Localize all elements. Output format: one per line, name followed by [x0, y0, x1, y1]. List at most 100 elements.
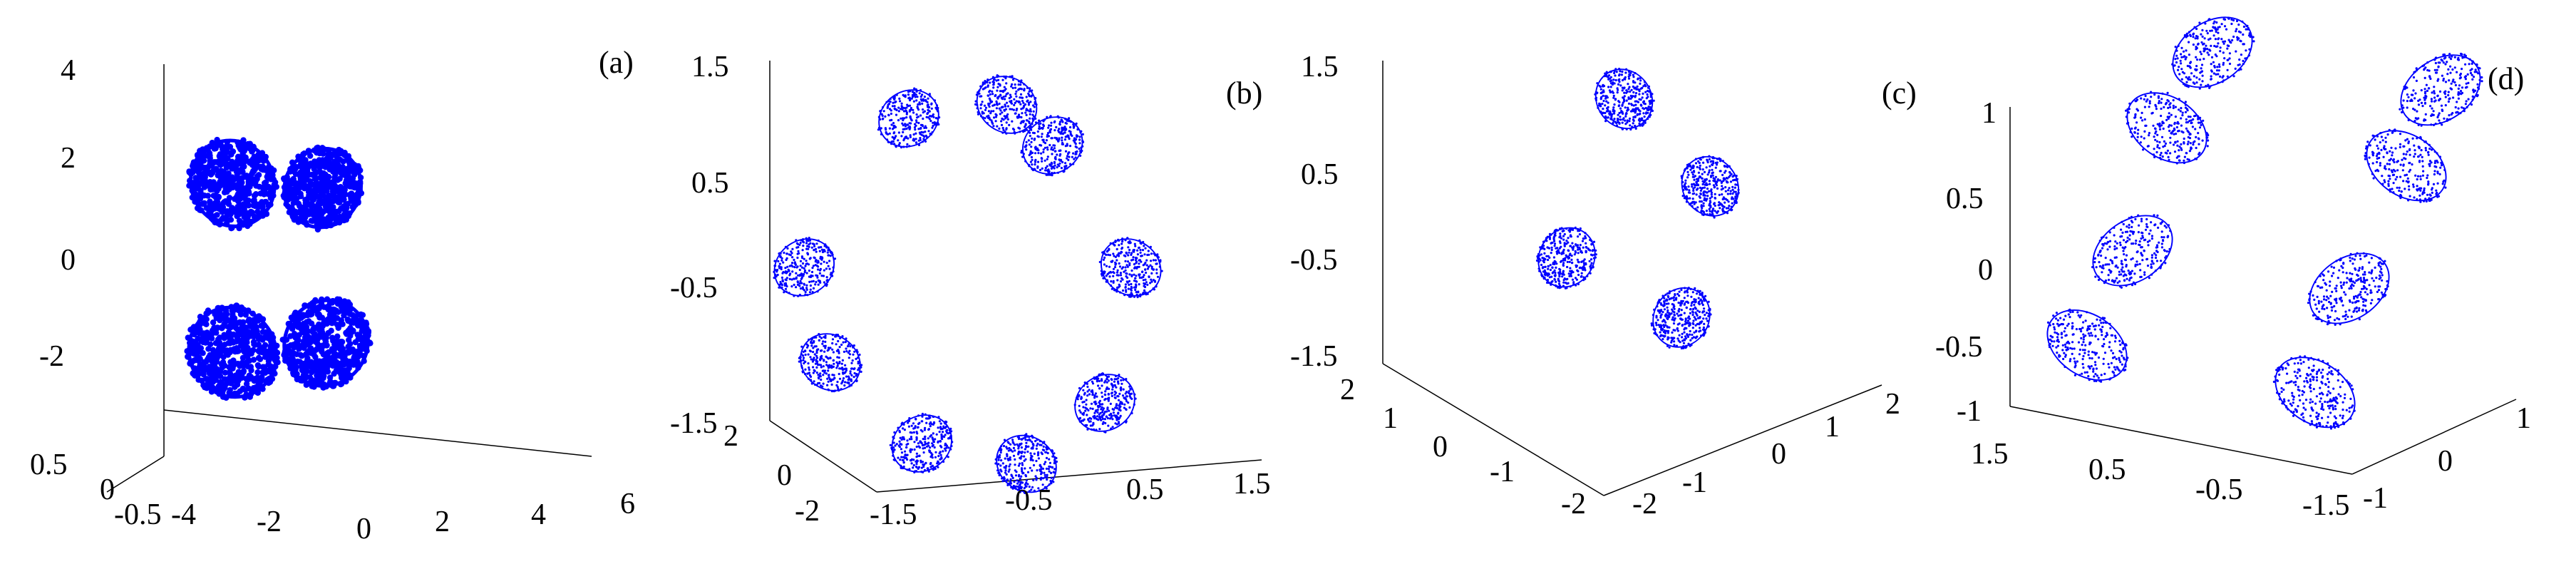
scatter-point — [939, 427, 942, 431]
scatter-point — [1068, 145, 1072, 148]
scatter-point — [895, 108, 898, 111]
scatter-point — [1096, 411, 1099, 414]
scatter-point — [808, 280, 811, 283]
scatter-point — [251, 198, 257, 205]
scatter-point — [828, 374, 830, 376]
scatter-point — [1006, 116, 1009, 118]
scatter-point — [1036, 160, 1040, 163]
scatter-point — [902, 456, 905, 458]
scatter-point — [1116, 286, 1119, 289]
scatter-point — [1017, 83, 1020, 86]
scatter-point — [1005, 446, 1008, 448]
scatter-point — [902, 106, 905, 109]
scatter-point — [1017, 88, 1020, 91]
scatter-point — [1094, 400, 1097, 403]
scatter-point — [329, 188, 336, 195]
scatter-point — [205, 376, 212, 383]
scatter-point — [827, 254, 830, 257]
scatter-point — [1011, 128, 1015, 130]
scatter-point — [1039, 128, 1041, 130]
scatter-point — [1125, 289, 1128, 292]
scatter-point — [785, 277, 788, 280]
scatter-point — [1074, 153, 1077, 155]
scatter-point — [1096, 380, 1098, 383]
scatter-point — [1008, 97, 1011, 100]
scatter-point — [994, 95, 996, 98]
scatter-point — [298, 175, 304, 181]
scatter-point — [1138, 246, 1140, 249]
scatter-point — [829, 255, 832, 257]
scatter-point — [313, 358, 319, 364]
scatter-point — [924, 435, 927, 439]
scatter-point — [784, 267, 787, 270]
scatter-point — [200, 164, 207, 170]
scatter-point — [807, 247, 810, 250]
scatter-point — [915, 113, 918, 116]
scatter-point — [801, 249, 804, 252]
scatter-point — [200, 172, 207, 179]
scatter-point — [1084, 409, 1087, 412]
scatter-point — [247, 364, 254, 370]
scatter-point — [987, 103, 990, 106]
scatter-point — [1043, 463, 1046, 466]
scatter-point — [1071, 155, 1073, 158]
scatter-point — [919, 440, 922, 443]
scatter-point — [1011, 108, 1014, 111]
scatter-point — [1011, 476, 1014, 480]
scatter-point — [226, 389, 232, 396]
scatter-point — [1035, 459, 1038, 463]
scatter-point — [881, 118, 885, 121]
scatter-point — [242, 312, 249, 318]
scatter-point — [1641, 96, 1644, 99]
scatter-point — [1106, 377, 1108, 380]
scatter-point — [1114, 406, 1117, 409]
scatter-point — [825, 372, 828, 375]
scatter-point — [1026, 119, 1029, 122]
scatter-point — [1021, 96, 1024, 99]
scatter-point — [262, 369, 269, 376]
scatter-point — [1029, 160, 1032, 163]
scatter-point — [804, 368, 807, 371]
scatter-point — [1095, 409, 1098, 412]
scatter-point — [930, 102, 933, 105]
scatter-point — [913, 448, 916, 451]
scatter-point — [1056, 163, 1059, 166]
scatter-point — [1111, 418, 1114, 421]
scatter-point — [990, 101, 993, 103]
scatter-point — [1643, 116, 1646, 118]
scatter-point — [1143, 289, 1146, 292]
scatter-point — [1639, 113, 1642, 116]
scatter-point — [1060, 130, 1063, 133]
scatter-point — [1116, 423, 1118, 426]
scatter-point — [1628, 120, 1631, 123]
scatter-point — [1093, 396, 1096, 399]
scatter-point — [902, 128, 905, 130]
scatter-point — [1050, 165, 1053, 168]
scatter-point — [1614, 98, 1617, 101]
scatter-point — [1037, 135, 1040, 138]
scatter-point — [1632, 81, 1635, 83]
scatter-point — [915, 99, 918, 102]
scatter-point — [1107, 379, 1110, 382]
scatter-point — [208, 335, 215, 342]
scatter-point — [824, 334, 827, 337]
scatter-point — [803, 289, 805, 292]
scatter-point — [947, 437, 950, 440]
scatter-point — [1017, 447, 1020, 450]
scatter-point — [852, 368, 855, 371]
scatter-point — [808, 245, 810, 248]
scatter-point — [299, 327, 305, 333]
scatter-point — [1061, 139, 1063, 142]
scatter-point — [1126, 276, 1129, 280]
scatter-point — [838, 377, 842, 380]
scatter-point — [979, 103, 982, 106]
scatter-point — [823, 281, 826, 284]
scatter-point — [1150, 278, 1153, 281]
scatter-point — [900, 117, 902, 120]
scatter-point — [297, 202, 303, 210]
scatter-point — [1054, 150, 1057, 153]
scatter-point — [808, 257, 811, 260]
scatter-point — [827, 380, 830, 383]
scatter-point — [1112, 275, 1115, 277]
scatter-point — [1056, 153, 1058, 156]
